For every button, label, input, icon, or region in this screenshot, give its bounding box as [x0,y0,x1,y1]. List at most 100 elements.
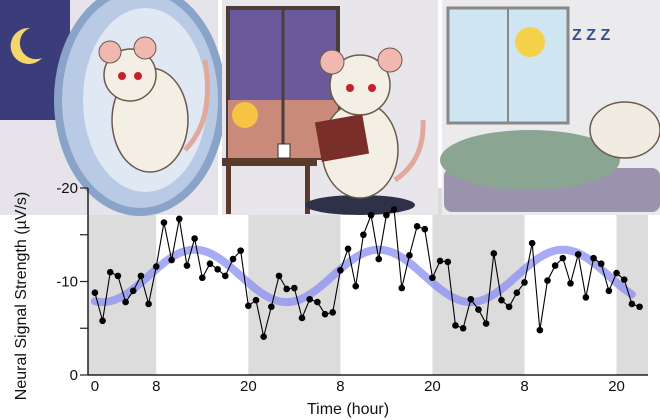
data-point [383,211,390,219]
y-tick-label: -10 [56,274,78,291]
data-point [329,309,337,316]
zzz-icon: Z Z Z [572,27,610,44]
running-rat [98,36,210,173]
data-series [91,206,643,340]
moon-icon [10,27,42,64]
data-point [559,254,567,262]
data-point [636,303,643,311]
data-point [99,317,106,325]
data-point [145,300,152,308]
data-point [498,296,505,304]
x-tick-label: 8 [336,378,344,395]
y-tick-label: 0 [70,367,78,384]
data-point [590,254,597,262]
data-point [429,274,436,282]
axes: -20 -10 00 8 20 8 20 8 20 [56,180,648,395]
data-point [252,296,260,304]
sun-icon [232,102,258,128]
data-point [482,320,490,327]
data-point [314,298,321,306]
x-tick-label: 20 [608,378,625,395]
data-point [160,219,168,226]
data-point [360,231,367,239]
data-point [106,268,114,276]
data-point [168,256,175,264]
data-point [467,295,475,303]
data-point [91,289,99,297]
panel-dusk-reading [222,0,438,215]
data-point [152,263,160,270]
data-point [513,289,521,297]
x-tick-label: 0 [91,378,99,395]
data-point [175,215,183,223]
data-point [613,269,620,277]
data-point [544,277,551,284]
blanket [440,130,620,190]
data-point [337,266,344,274]
rug [305,195,415,215]
data-point [421,225,429,233]
data-point [628,300,636,308]
y-tick-label: -20 [56,180,78,197]
data-point [199,274,206,282]
x-tick-label: 20 [424,378,441,395]
data-point [183,262,191,269]
data-point [122,298,129,306]
mug-icon [277,143,291,159]
sleeping-rat [589,101,660,159]
data-point [214,266,221,273]
x-axis-title: Time (hour) [307,401,389,418]
data-point [260,333,267,340]
data-point [245,302,252,310]
data-point [551,262,559,269]
panel-day-sleeping: Z Z Z [440,0,660,215]
data-point [268,303,275,311]
data-point [536,326,544,334]
data-point [237,247,244,254]
data-point [605,287,613,295]
data-point [375,255,383,263]
data-point [620,276,628,283]
data-point [298,314,306,322]
data-point [229,255,237,263]
data-point [475,306,482,313]
data-point [574,251,582,258]
data-point [459,324,467,332]
table [222,158,317,166]
data-point [206,260,214,268]
data-point [436,257,444,265]
reading-rat [314,47,426,199]
data-point [352,282,360,290]
data-point [398,284,406,292]
book-icon [314,114,370,162]
data-point [129,287,137,295]
data-point [521,279,528,286]
data-point [367,211,375,219]
data-point [191,235,198,242]
data-point [344,245,352,253]
x-tick-label: 20 [240,378,257,395]
data-point [275,272,283,280]
data-point [321,310,329,318]
data-point [452,322,459,329]
panel-night-wheel [0,0,226,216]
data-point [137,272,145,280]
data-point [291,284,298,292]
data-point [597,260,605,268]
data-point [390,206,398,213]
x-tick-label: 8 [152,378,160,395]
sun-icon [515,27,545,57]
y-axis-title: Neural Signal Strength (µV/s) [13,192,30,400]
data-point [490,250,498,257]
data-point [413,223,421,230]
x-tick-label: 8 [520,378,528,395]
data-point [505,303,513,311]
data-point [406,252,413,259]
data-point [306,295,313,303]
data-point [528,239,536,247]
data-point [567,280,574,287]
data-point [582,294,590,301]
data-point [114,272,122,280]
data-point [222,272,229,280]
